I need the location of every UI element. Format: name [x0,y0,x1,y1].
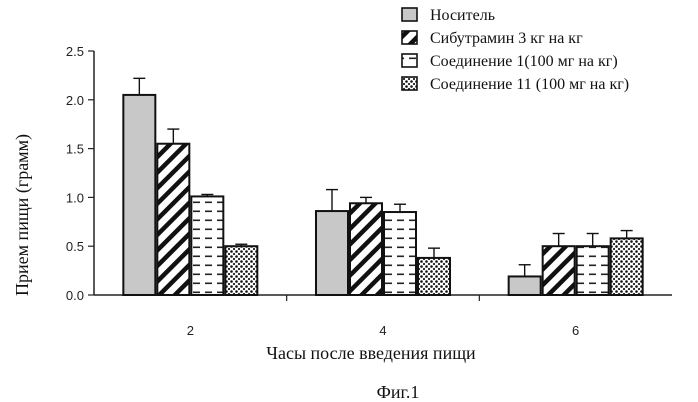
legend-swatch [402,54,417,67]
y-tick-label: 1.5 [66,142,84,157]
bar [350,203,382,295]
figure-caption: Фиг.1 [377,382,420,402]
x-tick-label: 6 [572,323,579,338]
x-axis-title: Часы после введения пищи [266,343,476,363]
legend-label: Сибутрамин 3 кг на кг [430,30,583,47]
bar [418,258,450,295]
bar [316,211,348,295]
bars [123,78,642,295]
legend-swatch [402,8,417,21]
x-tick-label: 4 [379,323,386,338]
y-tick-label: 2.5 [66,44,84,59]
bar [611,238,643,295]
y-ticks: 0.0 0.5 1.0 1.5 2.0 2.5 [66,44,94,303]
y-tick-label: 2.0 [66,93,84,108]
bar [157,144,189,295]
x-ticks: 2 4 6 [187,295,580,338]
legend-swatch [402,31,417,44]
legend-swatch [402,77,417,90]
y-tick-label: 0.0 [66,288,84,303]
bar [509,276,541,295]
bar [384,212,416,295]
legend-label: Соединение 1(100 мг на кг) [430,53,618,70]
bar [123,95,155,295]
legend: Носитель Сибутрамин 3 кг на кг Соединение … [402,7,629,93]
bar [191,196,223,295]
y-tick-label: 0.5 [66,239,84,254]
x-tick-label: 2 [187,323,194,338]
bar [577,246,609,295]
legend-label: Соединение 11 (100 мг на кг) [430,76,629,93]
y-tick-label: 1.0 [66,190,84,205]
y-axis-title: Прием пищи (грамм) [12,134,33,296]
bar [543,246,575,295]
bar [225,246,257,295]
legend-label: Носитель [430,7,495,24]
